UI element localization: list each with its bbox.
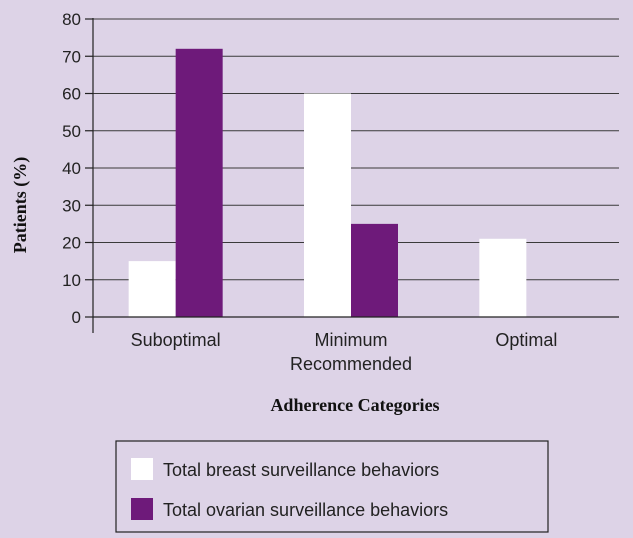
y-tick-label: 40 [62,159,81,178]
x-axis-title: Adherence Categories [270,395,439,415]
bar-series-1-cat-3 [479,238,527,317]
y-tick-label: 30 [62,196,81,215]
legend-swatch-breast [131,458,153,480]
legend-label-ovarian: Total ovarian surveillance behaviors [163,500,448,520]
x-tick-label: Optimal [495,330,557,350]
y-tick-label: 0 [72,308,81,327]
bar-series-2-cat-2 [351,223,398,317]
x-tick-label: Minimum [314,330,387,350]
axes [85,18,619,333]
y-tick-label: 10 [62,271,81,290]
legend-label-breast: Total breast surveillance behaviors [163,460,439,480]
y-tick-label: 50 [62,122,81,141]
x-tick-labels: Suboptimal Minimum Recommended Optimal [131,330,558,374]
legend-frame [115,440,549,533]
y-tick-label: 80 [62,10,81,29]
x-tick-label: Recommended [290,354,412,374]
bars [128,48,527,318]
y-tick-label: 70 [62,47,81,66]
y-tick-labels: 0 10 20 30 40 50 60 70 80 [62,10,81,327]
x-tick-label: Suboptimal [131,330,221,350]
y-axis-title: Patients (%) [10,157,31,253]
bar-series-2-cat-1 [175,48,223,318]
legend: Total breast surveillance behaviors Tota… [115,440,549,533]
y-tick-label: 60 [62,85,81,104]
bar-series-1-cat-2 [304,93,351,317]
bar-series-1-cat-1 [128,261,176,317]
legend-swatch-ovarian [131,498,153,520]
y-tick-label: 20 [62,234,81,253]
